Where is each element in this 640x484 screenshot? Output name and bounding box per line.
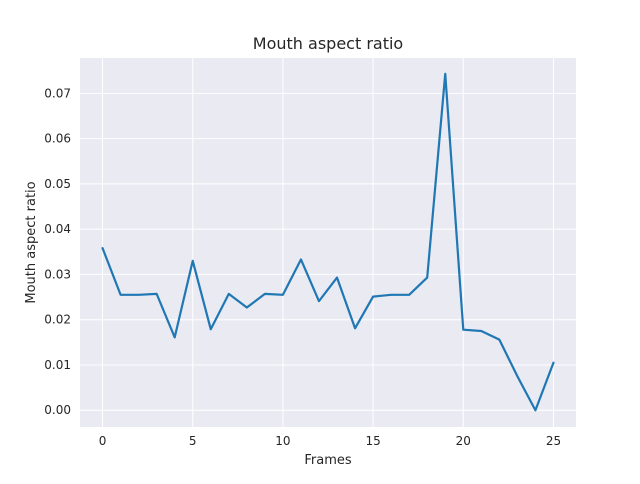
x-tick-label: 0	[99, 434, 107, 448]
x-tick-label: 15	[365, 434, 380, 448]
x-tick-label: 25	[546, 434, 561, 448]
x-axis-ticks: 0 5 10 15 20 25	[99, 434, 561, 448]
y-tick-label: 0.00	[44, 403, 71, 417]
series-layer	[101, 72, 555, 412]
series-line	[101, 72, 555, 412]
y-tick-label: 0.07	[44, 86, 71, 100]
y-tick-label: 0.01	[44, 358, 71, 372]
y-axis-ticks: 0.00 0.01 0.02 0.03 0.04 0.05 0.06 0.07	[44, 86, 71, 417]
y-axis-label: Mouth aspect ratio	[24, 181, 39, 303]
x-axis-label: Frames	[304, 453, 352, 468]
grid-lines	[80, 58, 576, 427]
y-tick-label: 0.05	[44, 177, 71, 191]
x-tick-label: 10	[275, 434, 290, 448]
x-tick-label: 20	[456, 434, 471, 448]
y-tick-label: 0.04	[44, 222, 71, 236]
y-tick-label: 0.02	[44, 313, 71, 327]
y-tick-label: 0.03	[44, 267, 71, 281]
y-tick-label: 0.06	[44, 132, 71, 146]
x-tick-label: 5	[189, 434, 197, 448]
plot-area	[80, 58, 576, 427]
chart-title: Mouth aspect ratio	[253, 34, 403, 53]
